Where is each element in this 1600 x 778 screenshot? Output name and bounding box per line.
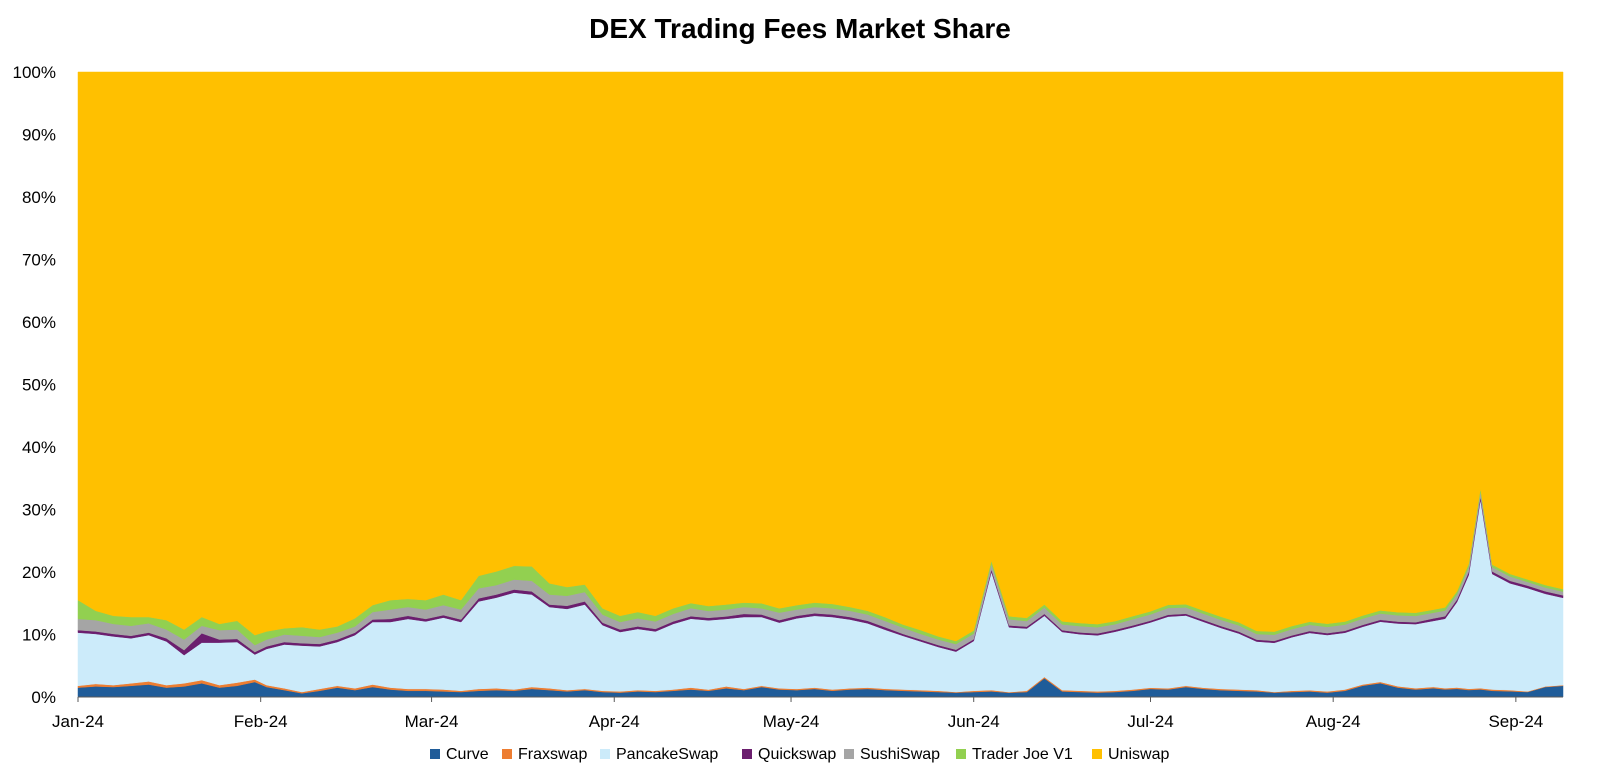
- x-axis: Jan-24 Feb-24 Mar-24 Apr-24 May-24 Jun-24 Jul-…: [52, 696, 1563, 731]
- legend-label: Quickswap: [758, 746, 836, 763]
- legend-item-curve: Curve: [430, 746, 489, 763]
- x-tick-label: Apr-24: [589, 712, 640, 731]
- legend-label: SushiSwap: [860, 746, 940, 763]
- chart-title: DEX Trading Fees Market Share: [589, 13, 1011, 44]
- x-tick-label: Jul-24: [1127, 712, 1173, 731]
- legend-item-uniswap: Uniswap: [1092, 746, 1169, 763]
- legend-swatch: [1092, 749, 1102, 759]
- legend-swatch: [600, 749, 610, 759]
- legend-item-trader-joe-v1: Trader Joe V1: [956, 746, 1073, 763]
- legend-label: Trader Joe V1: [972, 746, 1073, 763]
- legend-item-quickswap: Quickswap: [742, 746, 836, 763]
- x-tick-label: Jan-24: [52, 712, 104, 731]
- legend-label: PancakeSwap: [616, 746, 718, 763]
- x-tick-label: Feb-24: [234, 712, 288, 731]
- legend-item-fraxswap: Fraxswap: [502, 746, 587, 763]
- x-tick-label: Mar-24: [405, 712, 459, 731]
- x-tick-label: Aug-24: [1306, 712, 1361, 731]
- y-tick-label: 0%: [31, 688, 56, 707]
- y-tick-label: 70%: [22, 251, 56, 270]
- legend: Curve Fraxswap PancakeSwap Quickswap SushiSw…: [430, 746, 1169, 763]
- area-layers: [77, 71, 1564, 698]
- x-tick-label: Sep-24: [1488, 712, 1543, 731]
- y-tick-label: 80%: [22, 188, 56, 207]
- x-tick-label: May-24: [763, 712, 820, 731]
- legend-item-pancakeswap: PancakeSwap: [600, 746, 718, 763]
- y-tick-label: 90%: [22, 126, 56, 145]
- y-tick-label: 30%: [22, 501, 56, 520]
- y-tick-label: 20%: [22, 563, 56, 582]
- legend-swatch: [742, 749, 752, 759]
- y-axis: 0% 10% 20% 30% 40% 50% 60% 70% 80% 90% 100%: [13, 63, 56, 707]
- legend-label: Fraxswap: [518, 746, 587, 763]
- legend-label: Curve: [446, 746, 489, 763]
- legend-swatch: [956, 749, 966, 759]
- legend-swatch: [502, 749, 512, 759]
- legend-item-sushiswap: SushiSwap: [844, 746, 940, 763]
- y-tick-label: 50%: [22, 376, 56, 395]
- area-series-uniswap: [77, 71, 1564, 642]
- legend-swatch: [844, 749, 854, 759]
- y-tick-label: 100%: [13, 63, 56, 82]
- x-tick-label: Jun-24: [948, 712, 1000, 731]
- legend-swatch: [430, 749, 440, 759]
- y-tick-label: 60%: [22, 313, 56, 332]
- y-tick-label: 10%: [22, 626, 56, 645]
- y-tick-label: 40%: [22, 438, 56, 457]
- legend-label: Uniswap: [1108, 746, 1169, 763]
